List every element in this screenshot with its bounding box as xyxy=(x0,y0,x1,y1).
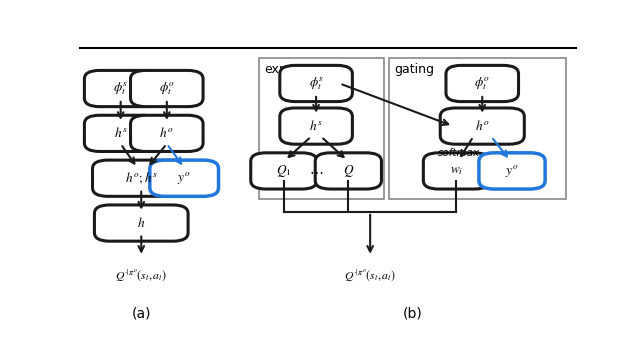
Text: $\phi_t^o$: $\phi_t^o$ xyxy=(159,80,175,97)
Text: softmax: softmax xyxy=(438,148,480,158)
Text: $\phi_t^o$: $\phi_t^o$ xyxy=(474,75,490,92)
Text: $h^s$: $h^s$ xyxy=(114,126,127,141)
FancyBboxPatch shape xyxy=(479,153,545,189)
FancyBboxPatch shape xyxy=(280,108,353,144)
Text: $\cdots$: $\cdots$ xyxy=(309,164,323,178)
FancyBboxPatch shape xyxy=(280,66,353,102)
FancyBboxPatch shape xyxy=(251,153,317,189)
FancyBboxPatch shape xyxy=(423,153,490,189)
Text: $Q^{\cdot|\pi^o}(s_t,a_t)$: $Q^{\cdot|\pi^o}(s_t,a_t)$ xyxy=(115,267,167,283)
Text: $Q_1$: $Q_1$ xyxy=(276,163,291,179)
FancyBboxPatch shape xyxy=(259,58,383,199)
Text: $h^o$: $h^o$ xyxy=(475,119,490,133)
FancyBboxPatch shape xyxy=(150,160,218,196)
FancyBboxPatch shape xyxy=(440,108,524,144)
Text: $Q^{\cdot|\pi^o}(s_t,a_t)$: $Q^{\cdot|\pi^o}(s_t,a_t)$ xyxy=(344,267,396,283)
FancyBboxPatch shape xyxy=(93,160,190,196)
FancyBboxPatch shape xyxy=(446,66,518,102)
Text: $h^s$: $h^s$ xyxy=(309,119,323,133)
Text: (a): (a) xyxy=(131,306,151,320)
Text: $Q$: $Q$ xyxy=(342,163,354,179)
Text: $w_i$: $w_i$ xyxy=(450,165,463,177)
Text: $y^o$: $y^o$ xyxy=(506,163,518,179)
Text: $h$: $h$ xyxy=(137,216,145,230)
Text: $y^o$: $y^o$ xyxy=(177,170,191,186)
FancyBboxPatch shape xyxy=(84,70,157,107)
FancyBboxPatch shape xyxy=(316,153,381,189)
Text: $\phi_t^s$: $\phi_t^s$ xyxy=(113,80,128,97)
Text: $\phi_t^s$: $\phi_t^s$ xyxy=(308,75,324,92)
FancyBboxPatch shape xyxy=(95,205,188,241)
FancyBboxPatch shape xyxy=(131,115,203,151)
Text: $h^o; h^s$: $h^o; h^s$ xyxy=(125,170,157,186)
Text: gating: gating xyxy=(394,63,435,76)
Text: (b): (b) xyxy=(403,306,422,320)
FancyBboxPatch shape xyxy=(84,115,157,151)
FancyBboxPatch shape xyxy=(131,70,203,107)
FancyBboxPatch shape xyxy=(388,58,566,199)
Text: $h^o$: $h^o$ xyxy=(159,126,174,141)
Text: experts: experts xyxy=(264,63,312,76)
